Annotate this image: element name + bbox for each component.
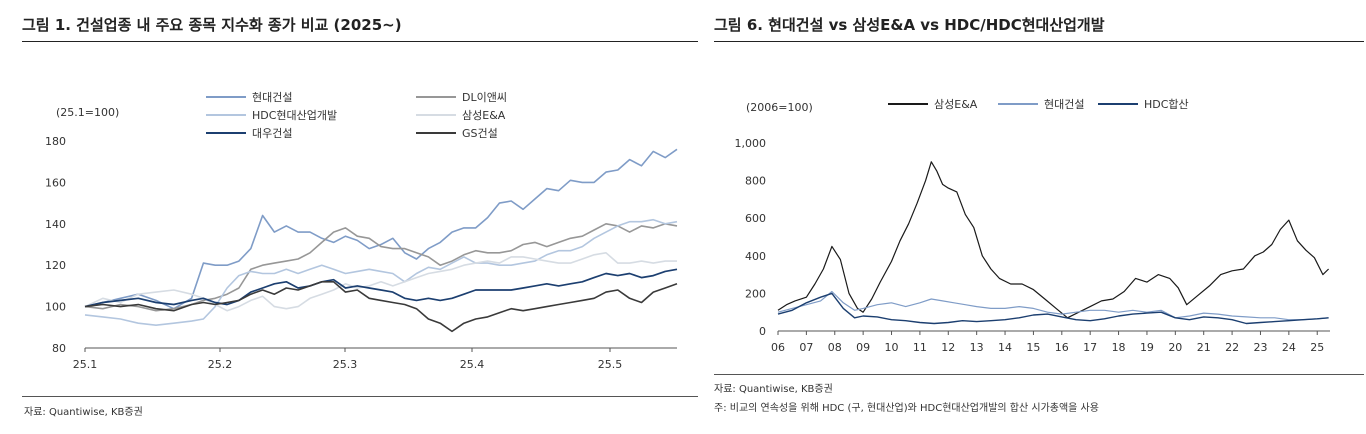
right-line-chart: (2006=100) 0 200 400 600 800 1,000 06 07 08 09 10 11…	[735, 98, 1330, 354]
right-legend-label: 삼성E&A	[934, 98, 978, 111]
left-title-rule	[22, 41, 698, 42]
right-x-tick-label: 17	[1083, 341, 1097, 354]
right-x-tick-label: 25	[1310, 341, 1324, 354]
right-x-tick-label: 19	[1140, 341, 1154, 354]
left-series-line	[84, 148, 678, 310]
left-x-tick-label: 25.3	[333, 358, 358, 371]
left-unit-label: (25.1=100)	[56, 106, 119, 119]
right-x-tick-label: 21	[1197, 341, 1211, 354]
left-y-tick-label: 140	[45, 218, 66, 231]
right-legend-label: HDC합산	[1144, 98, 1189, 111]
left-x-tick-label: 25.1	[73, 358, 98, 371]
right-y-tick-label: 800	[745, 175, 766, 188]
right-x-tick-label: 11	[913, 341, 927, 354]
right-x-tick-label: 08	[828, 341, 842, 354]
right-x-tick-label: 23	[1253, 341, 1267, 354]
left-series-line	[84, 218, 678, 327]
right-x-tick-label: 07	[799, 341, 813, 354]
left-x-tick-label: 25.4	[460, 358, 485, 371]
left-legend-label: 삼성E&A	[462, 109, 506, 122]
left-series-line	[84, 252, 677, 312]
left-source: 자료: Quantiwise, KB증권	[24, 407, 143, 418]
left-series-line	[84, 268, 678, 308]
left-x-tick-label: 25.5	[598, 358, 623, 371]
right-x-tick-label: 10	[885, 341, 899, 354]
right-x-tick-label: 06	[771, 341, 785, 354]
left-legend-label: 현대건설	[252, 91, 292, 104]
left-y-tick-label: 160	[45, 176, 66, 189]
left-y-tick-label: 120	[45, 259, 66, 272]
left-figure-title: 그림 1. 건설업종 내 주요 종목 지수화 종가 비교 (2025~)	[22, 16, 402, 34]
left-y-tick-label: 180	[45, 135, 66, 148]
right-x-tick-label: 24	[1282, 341, 1296, 354]
left-legend-label: 대우건설	[252, 127, 292, 140]
right-series-line	[777, 290, 1329, 321]
right-unit-label: (2006=100)	[746, 101, 813, 114]
right-figure-title: 그림 6. 현대건설 vs 삼성E&A vs HDC/HDC현대산업개발	[714, 16, 1105, 34]
right-source-rule	[714, 374, 1364, 375]
right-x-tick-label: 18	[1112, 341, 1126, 354]
left-y-tick-label: 100	[45, 301, 66, 314]
left-legend-label: GS건설	[462, 127, 498, 140]
right-y-tick-label: 1,000	[735, 137, 767, 150]
right-y-tick-label: 600	[745, 212, 766, 225]
right-x-tick-label: 09	[856, 341, 870, 354]
left-y-tick-label: 80	[52, 342, 66, 355]
right-y-tick-label: 400	[745, 250, 766, 263]
right-legend-label: 현대건설	[1044, 98, 1084, 111]
left-x-tick-label: 25.2	[208, 358, 233, 371]
left-series-line	[84, 280, 678, 333]
left-legend-label: HDC현대산업개발	[252, 109, 337, 122]
right-series-line	[777, 161, 1330, 319]
right-x-tick-label: 22	[1225, 341, 1239, 354]
right-y-tick-label: 0	[759, 325, 766, 338]
left-series-line	[84, 223, 678, 312]
left-figure: 그림 1. 건설업종 내 주요 종목 지수화 종가 비교 (2025~) (25…	[22, 16, 698, 418]
right-note: 주: 비교의 연속성을 위해 HDC (구, 현대산업)와 HDC현대산업개발의…	[714, 403, 1099, 414]
left-line-chart: (25.1=100) 80 100 120 140 160 180 25.1 25.2 25.3 2…	[45, 91, 678, 371]
right-source: 자료: Quantiwise, KB증권	[714, 384, 833, 395]
right-x-tick-label: 12	[941, 341, 955, 354]
right-series-line	[777, 292, 1329, 325]
right-x-tick-label: 14	[998, 341, 1012, 354]
right-x-tick-label: 20	[1168, 341, 1182, 354]
right-y-tick-label: 200	[745, 287, 766, 300]
right-x-tick-label: 15	[1026, 341, 1040, 354]
right-x-tick-label: 13	[970, 341, 984, 354]
right-x-tick-label: 16	[1055, 341, 1069, 354]
left-legend-label: DL이앤씨	[462, 91, 507, 104]
right-title-rule	[714, 41, 1364, 42]
left-source-rule	[22, 396, 698, 397]
right-figure: 그림 6. 현대건설 vs 삼성E&A vs HDC/HDC현대산업개발 (20…	[712, 0, 1366, 434]
